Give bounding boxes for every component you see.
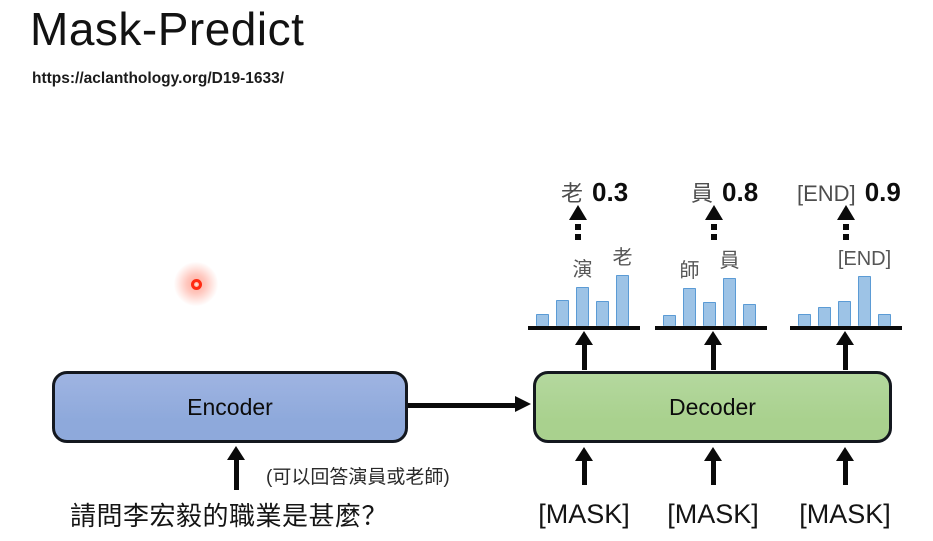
probability-bar (838, 301, 851, 326)
decoder-input-mask: [MASK] (538, 499, 630, 529)
encoder-to-decoder-arrow (408, 396, 531, 412)
token-label: 老 (612, 247, 633, 269)
arrow-head-icon (837, 205, 855, 220)
possible-answers-note: (可以回答演員或老師) (266, 467, 450, 488)
probability-bar (596, 301, 609, 326)
argmax-dashed-arrow (705, 205, 723, 240)
predicted-token-row: 老 0.3 (561, 177, 628, 208)
probability-distribution-chart: 師員 (655, 251, 767, 330)
probability-bar (683, 288, 696, 326)
predicted-token: 老 (561, 181, 584, 206)
probability-bar (878, 314, 891, 326)
predicted-probability: 0.9 (864, 177, 901, 207)
argmax-dashed-arrow (569, 205, 587, 240)
probability-distribution-chart: [END] (790, 249, 902, 330)
probability-bar (743, 304, 756, 326)
encoder-block: Encoder (52, 371, 408, 443)
encoder-input-arrow (227, 446, 245, 490)
encoder-input-question: 請問李宏毅的職業是甚麼？ (70, 501, 389, 531)
token-label: 員 (719, 250, 740, 272)
predicted-token: [END] (797, 181, 856, 206)
predicted-probability: 0.3 (592, 177, 629, 207)
decoder-label: Decoder (669, 393, 756, 420)
predicted-token-row: [END] 0.9 (797, 177, 901, 208)
predicted-token-row: 員 0.8 (691, 177, 758, 208)
decoder-input-mask: [MASK] (799, 499, 891, 529)
token-label: 演 (572, 259, 593, 281)
decoder-input-arrow (836, 447, 854, 485)
decoder-input-mask: [MASK] (667, 499, 759, 529)
decoder-output-arrow (575, 331, 593, 370)
paper-url: https://aclanthology.org/D19-1633/ (32, 70, 285, 87)
probability-bar (556, 300, 569, 326)
probability-bar (798, 314, 811, 326)
page-title: Mask-Predict (30, 3, 305, 55)
probability-distribution-chart: 演老 (528, 248, 640, 330)
probability-bar (818, 307, 831, 326)
probability-bar (703, 302, 716, 326)
probability-bar (858, 276, 871, 326)
probability-bar (663, 315, 676, 326)
encoder-label: Encoder (187, 393, 273, 420)
decoder-block: Decoder (533, 371, 892, 443)
token-label: 師 (679, 260, 700, 282)
probability-bar (576, 287, 589, 326)
argmax-dashed-arrow (837, 205, 855, 240)
arrow-head-icon (569, 205, 587, 220)
decoder-input-arrow (704, 447, 722, 485)
laser-pointer-dot (174, 262, 218, 306)
laser-pointer-ring (190, 278, 202, 290)
predicted-token: 員 (691, 181, 714, 206)
probability-bar (616, 275, 629, 326)
probability-bar (536, 314, 549, 326)
probability-bar (723, 278, 736, 326)
predicted-probability: 0.8 (722, 177, 759, 207)
token-label: [END] (837, 248, 892, 270)
decoder-output-arrow (704, 331, 722, 370)
decoder-output-arrow (836, 331, 854, 370)
decoder-input-arrow (575, 447, 593, 485)
arrow-head-icon (705, 205, 723, 220)
